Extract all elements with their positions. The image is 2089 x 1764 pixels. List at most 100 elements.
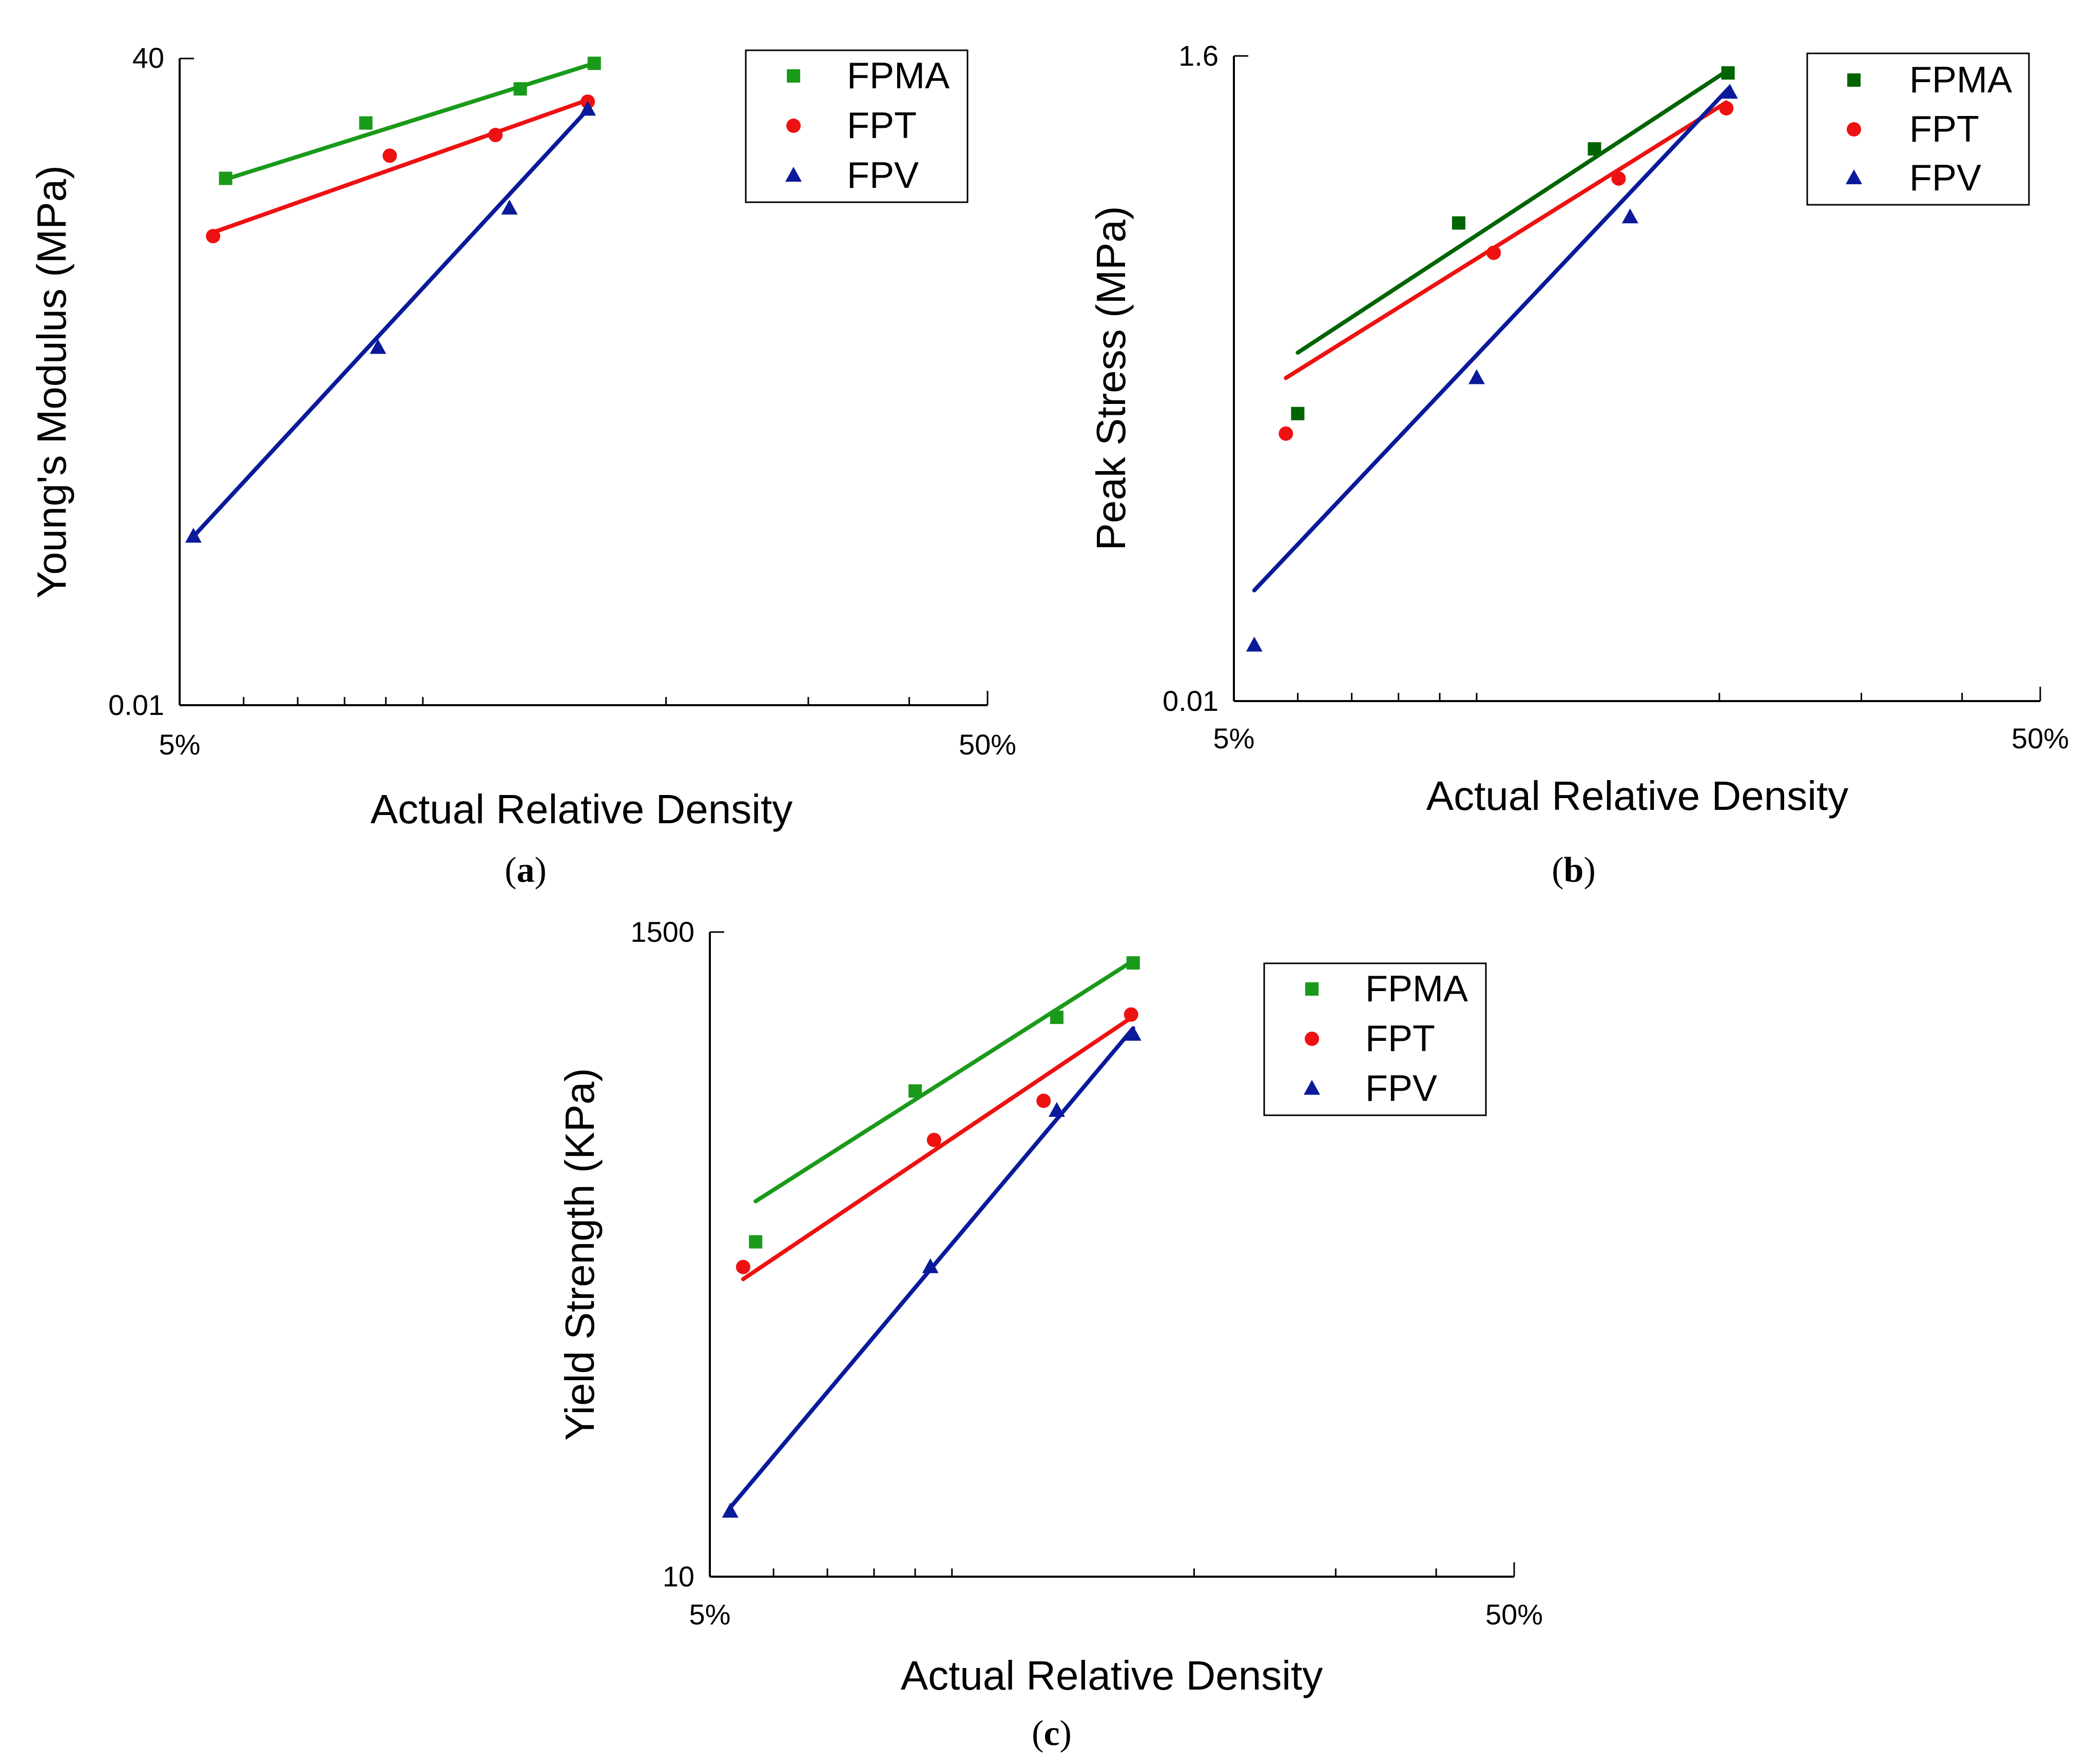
x-tick-label-right-b: 50%	[2011, 722, 2069, 754]
panel-label-b-close: )	[1583, 850, 1595, 890]
fit-lines-a	[191, 61, 596, 539]
legend-symbol-a-fpv	[785, 167, 802, 182]
x-axis-title-c: Actual Relative Density	[901, 1653, 1323, 1698]
legend-entry-c-fpma: FPMA	[1305, 968, 1468, 1010]
data-point-a-fpma-2	[513, 82, 527, 96]
legend-box-a	[745, 49, 969, 203]
legend-symbol-c-fpv	[1304, 1080, 1320, 1095]
data-point-c-fpv-1	[922, 1258, 939, 1273]
data-point-b-fpma-1	[1452, 216, 1465, 230]
legend-marker-b-fpt	[1847, 122, 1861, 137]
legend-symbol-c-fpma	[1305, 982, 1319, 996]
y-axis-title-a: Young's Modulus (MPa)	[29, 165, 74, 598]
y-axis-title-c: Yield Strength (KPa)	[557, 1068, 603, 1441]
fit-line-c-fpma	[753, 958, 1135, 1204]
y-tick-label-top-a: 40	[132, 42, 164, 74]
plot-area-b	[1233, 55, 2041, 702]
data-point-c-fpv-2	[1048, 1102, 1065, 1117]
panel-label-b-open: (	[1552, 850, 1563, 890]
data-point-c-fpma-0	[749, 1235, 763, 1249]
legend-marker-a-fpt	[786, 119, 801, 133]
legend-marker-a-fpma	[787, 69, 800, 83]
data-point-c-fpt-0	[736, 1259, 750, 1274]
panel-label-a: (a)	[505, 850, 547, 890]
data-point-a-fpv-1	[370, 339, 386, 354]
legend-entry-a-fpma: FPMA	[787, 55, 950, 96]
panel-label-a-close: )	[535, 850, 547, 890]
legend-symbol-a-fpma	[787, 69, 800, 83]
data-point-c-fpma-1	[908, 1084, 922, 1098]
fit-lines-c	[728, 958, 1135, 1510]
legend-marker-c-fpma	[1305, 982, 1319, 996]
legend-symbol-b-fpt	[1847, 122, 1861, 137]
legend-label-c-fpt: FPT	[1365, 1018, 1435, 1059]
data-point-b-fpma-2	[1588, 142, 1601, 156]
legend-entry-c-fpv: FPV	[1304, 1068, 1437, 1109]
fit-line-a-fpma	[223, 61, 596, 182]
fit-line-a-fpt	[211, 98, 590, 235]
data-point-a-fpma-3	[587, 56, 601, 70]
x-minor-ticks-c	[709, 1562, 1515, 1577]
legend-box-c	[1263, 962, 1487, 1116]
legend-symbol-b-fpv	[1846, 169, 1862, 184]
data-point-a-fpv-0	[185, 528, 202, 543]
data-point-c-fpt-3	[1124, 1007, 1138, 1022]
data-point-a-fpma-1	[359, 116, 373, 130]
data-point-b-fpv-0	[1246, 636, 1263, 652]
legend-entry-a-fpv: FPV	[785, 155, 919, 196]
panel-a: 40 0.01 5% 50% Actual Relative Density Y…	[29, 42, 1016, 890]
legend-label-b-fpv: FPV	[1909, 158, 1981, 199]
plot-area-c	[709, 931, 1515, 1578]
y-tick-label-bottom-c: 10	[663, 1560, 694, 1593]
data-points-c	[722, 956, 1142, 1518]
legend-entry-a-fpt: FPT	[786, 105, 917, 146]
legend-label-b-fpt: FPT	[1909, 109, 1979, 150]
panel-label-b-letter: b	[1564, 850, 1584, 890]
legend-label-a-fpma: FPMA	[847, 55, 950, 96]
legend-entry-c-fpt: FPT	[1305, 1018, 1435, 1059]
y-tick-label-bottom-b: 0.01	[1163, 685, 1218, 717]
y-tick-label-top-b: 1.6	[1178, 40, 1218, 72]
data-point-b-fpv-3	[1722, 84, 1738, 99]
legend-marker-a-fpv	[785, 167, 802, 182]
x-tick-label-right-c: 50%	[1485, 1598, 1543, 1631]
x-minor-ticks-b	[1233, 687, 2041, 701]
x-tick-label-left-b: 5%	[1213, 722, 1255, 754]
legend-symbol-a-fpt	[786, 119, 801, 133]
panel-label-c-letter: c	[1043, 1714, 1059, 1753]
x-minor-ticks-a	[179, 691, 989, 705]
legend-label-b-fpma: FPMA	[1909, 60, 2012, 101]
data-point-c-fpma-2	[1050, 1011, 1063, 1024]
data-point-a-fpv-3	[579, 101, 596, 116]
legend-symbol-b-fpma	[1847, 73, 1861, 87]
x-tick-label-right-a: 50%	[959, 728, 1016, 761]
panel-label-c-open: (	[1032, 1714, 1043, 1753]
legend-symbol-c-fpt	[1305, 1032, 1319, 1046]
fit-line-a-fpv	[191, 107, 590, 539]
plot-area-a	[179, 56, 989, 706]
x-tick-label-left-a: 5%	[159, 728, 201, 761]
data-point-b-fpma-0	[1291, 406, 1305, 420]
data-point-a-fpt-2	[488, 128, 503, 143]
data-point-a-fpv-2	[501, 200, 518, 215]
data-point-b-fpv-2	[1621, 208, 1638, 224]
legend-entry-b-fpv: FPV	[1846, 158, 1981, 199]
data-points-a	[185, 56, 601, 543]
legend-a: FPMA FPT FPV	[745, 49, 969, 203]
x-axis-title-b: Actual Relative Density	[1426, 773, 1849, 819]
data-points-b	[1246, 66, 1738, 652]
legend-marker-c-fpv	[1304, 1080, 1320, 1095]
x-tick-label-left-c: 5%	[689, 1598, 731, 1631]
data-point-b-fpv-1	[1468, 369, 1485, 384]
y-tick-label-top-c: 1500	[630, 916, 694, 948]
data-point-a-fpt-0	[206, 229, 221, 244]
legend-marker-b-fpma	[1847, 73, 1861, 87]
y-tick-label-bottom-a: 0.01	[108, 689, 164, 721]
y-minor-ticks-c	[710, 931, 724, 1578]
legend-label-c-fpma: FPMA	[1365, 968, 1468, 1010]
legend-label-a-fpv: FPV	[847, 155, 919, 196]
legend-c: FPMA FPT FPV	[1263, 962, 1487, 1116]
data-point-b-fpma-3	[1721, 66, 1735, 80]
legend-b: FPMA FPT FPV	[1806, 52, 2030, 206]
